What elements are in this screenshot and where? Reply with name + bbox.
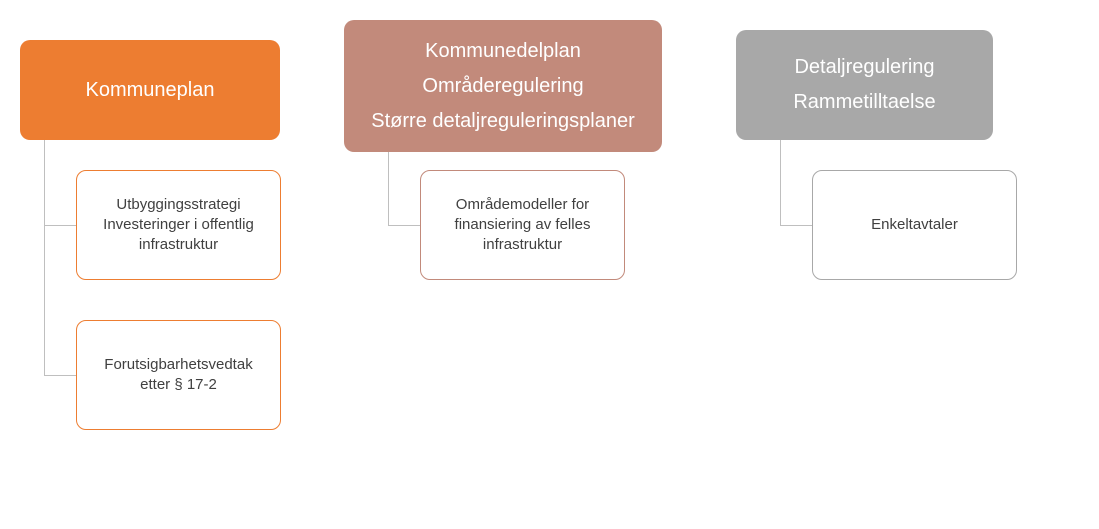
connector-branch <box>780 225 812 226</box>
node-text-line: Kommuneplan <box>86 77 215 104</box>
child-node-col2-0: Enkeltavtaler <box>812 170 1017 280</box>
child-node-col1-0: Områdemodeller for finansiering av felle… <box>420 170 625 280</box>
child-node-col0-1: Forutsigbarhetsvedtak etter § 17-2 <box>76 320 281 430</box>
connector-branch <box>44 375 76 376</box>
header-node-col0: Kommuneplan <box>20 40 280 140</box>
node-text-line: Områderegulering <box>422 73 583 100</box>
connector-vertical <box>780 140 781 225</box>
node-text-line: Rammetilltaelse <box>793 89 935 116</box>
node-text-line: Områdemodeller for finansiering av felle… <box>433 195 612 256</box>
node-text-line: Enkeltavtaler <box>871 215 958 235</box>
connector-branch <box>388 225 420 226</box>
connector-vertical <box>44 140 45 375</box>
child-node-col0-0: UtbyggingsstrategiInvesteringer i offent… <box>76 170 281 280</box>
node-text-line: Kommunedelplan <box>425 38 581 65</box>
header-node-col1: Kommunedelplan Områderegulering Større det… <box>344 20 662 152</box>
node-text-line: Større detaljreguleringsplaner <box>371 108 634 135</box>
connector-branch <box>44 225 76 226</box>
node-text-line: Utbyggingsstrategi <box>116 195 240 215</box>
node-text-line: Forutsigbarhetsvedtak etter § 17-2 <box>89 355 268 396</box>
node-text-line: Detaljregulering <box>794 54 934 81</box>
header-node-col2: Detaljregulering Rammetilltaelse <box>736 30 993 140</box>
diagram-canvas: Kommuneplan UtbyggingsstrategiInvestering… <box>0 0 1099 529</box>
node-text-line: Investeringer i offentlig infrastruktur <box>89 215 268 256</box>
connector-vertical <box>388 152 389 225</box>
